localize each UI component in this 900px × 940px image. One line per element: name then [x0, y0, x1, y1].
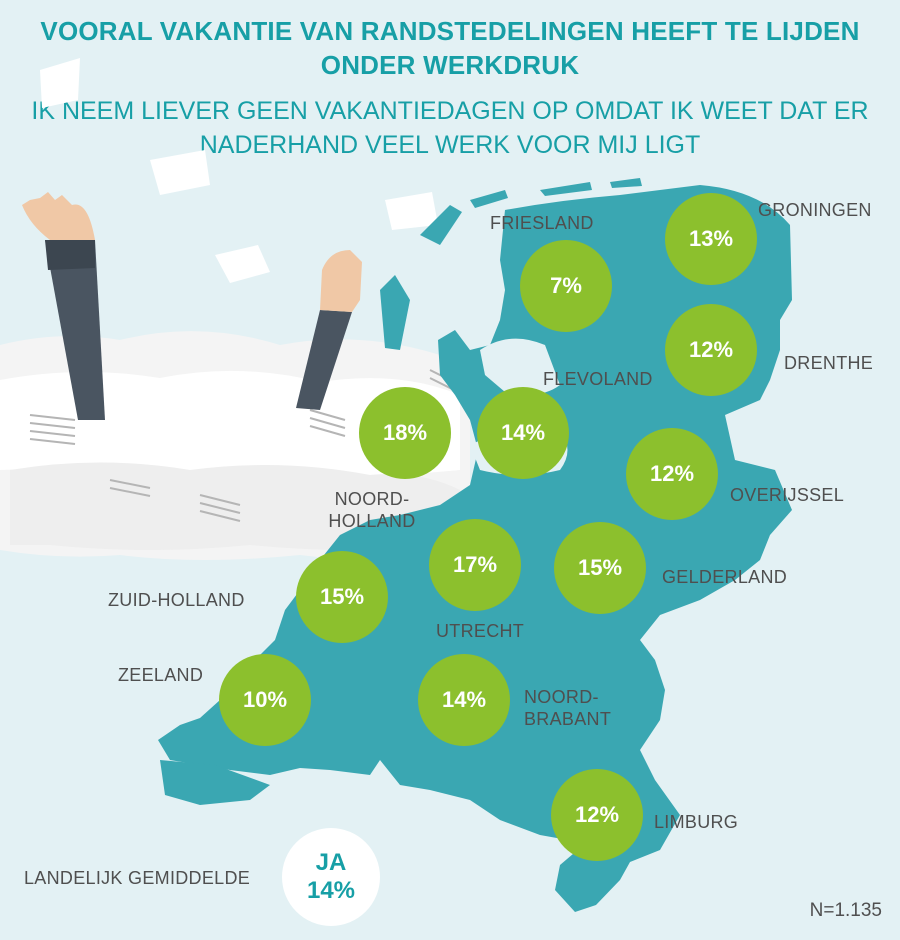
- region-label-utrecht: UTRECHT: [436, 621, 525, 641]
- paper-pile-illustration: [0, 58, 470, 562]
- national-average-badge: JA 14%: [282, 828, 380, 926]
- sample-size: N=1.135: [809, 900, 882, 921]
- value-bubble-utrecht: 17%: [429, 519, 521, 611]
- region-label-friesland: FRIESLAND: [490, 213, 594, 233]
- value-bubble-overijssel: 12%: [626, 428, 718, 520]
- value-bubble-noord-brabant: 14%: [418, 654, 510, 746]
- region-label-noord-holland: NOORD-HOLLAND: [328, 489, 416, 531]
- value-bubble-gelderland: 15%: [554, 522, 646, 614]
- value-bubble-friesland: 7%: [520, 240, 612, 332]
- value-bubble-zuid-holland: 15%: [296, 551, 388, 643]
- value-bubble-noord-holland: 18%: [359, 387, 451, 479]
- region-label-noord-brabant: NOORD-BRABANT: [524, 687, 612, 729]
- region-label-zuid-holland: ZUID-HOLLAND: [108, 590, 245, 610]
- region-label-gelderland: GELDERLAND: [662, 567, 788, 587]
- value-bubble-zeeland: 10%: [219, 654, 311, 746]
- value-bubble-drenthe: 12%: [665, 304, 757, 396]
- region-label-limburg: LIMBURG: [654, 812, 739, 832]
- chart-subtitle: IK NEEM LIEVER GEEN VAKANTIEDAGEN OP OMD…: [31, 97, 869, 159]
- national-average-answer: JA: [315, 849, 347, 876]
- value-bubble-flevoland: 14%: [477, 387, 569, 479]
- region-label-flevoland: FLEVOLAND: [543, 369, 653, 389]
- region-label-drenthe: DRENTHE: [784, 353, 874, 373]
- waddenzee-shape: [480, 338, 560, 395]
- value-bubble-groningen: 13%: [665, 193, 757, 285]
- region-label-groningen: GRONINGEN: [758, 200, 872, 220]
- region-label-overijssel: OVERIJSSEL: [730, 485, 845, 505]
- national-average-label: LANDELIJK GEMIDDELDE: [24, 868, 251, 888]
- region-label-zeeland: ZEELAND: [118, 665, 204, 685]
- chart-title: VOORAL VAKANTIE VAN RANDSTEDELINGEN HEEF…: [40, 16, 860, 80]
- value-bubble-limburg: 12%: [551, 769, 643, 861]
- national-average-value: 14%: [306, 877, 356, 904]
